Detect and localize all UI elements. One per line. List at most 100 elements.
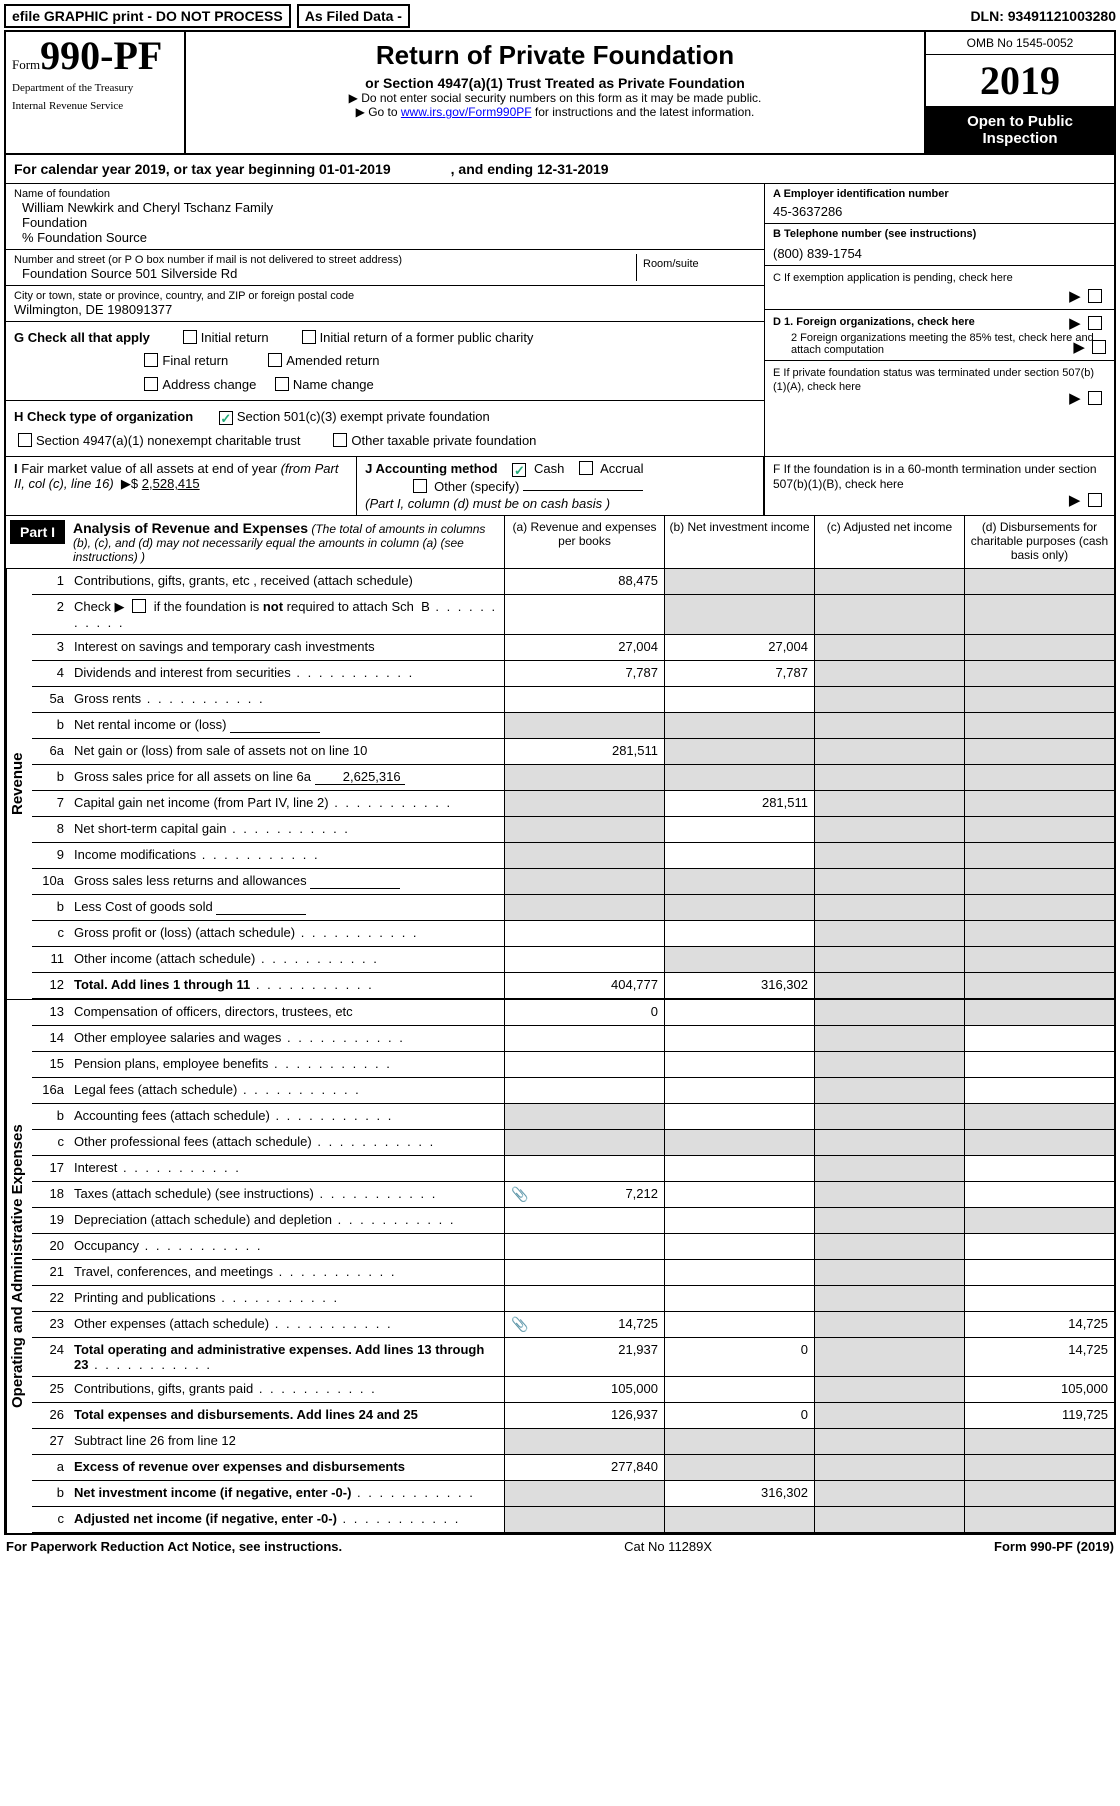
row-number: 6a [32, 739, 70, 764]
cell-a [504, 869, 664, 894]
table-row: 19Depreciation (attach schedule) and dep… [32, 1208, 1114, 1234]
cell-d [964, 1208, 1114, 1233]
cell-d [964, 843, 1114, 868]
table-row: bNet investment income (if negative, ent… [32, 1481, 1114, 1507]
cell-b: 316,302 [664, 1481, 814, 1506]
check-d1[interactable] [1088, 316, 1102, 330]
check-501c3[interactable] [219, 411, 233, 425]
cell-c [814, 1130, 964, 1155]
table-row: bGross sales price for all assets on lin… [32, 765, 1114, 791]
page-footer: For Paperwork Reduction Act Notice, see … [4, 1535, 1116, 1558]
check-initial-former[interactable] [302, 330, 316, 344]
row-number: 8 [32, 817, 70, 842]
cell-d: 105,000 [964, 1377, 1114, 1402]
row-number: c [32, 921, 70, 946]
check-initial-return[interactable] [183, 330, 197, 344]
cell-c [814, 713, 964, 738]
cell-b [664, 765, 814, 790]
row-description: Contributions, gifts, grants paid [70, 1377, 504, 1402]
check-address-change[interactable] [144, 377, 158, 391]
form-year-block: OMB No 1545-0052 2019 Open to Public Ins… [924, 32, 1114, 153]
row-description: Less Cost of goods sold [70, 895, 504, 920]
cell-d [964, 791, 1114, 816]
check-name-change[interactable] [275, 377, 289, 391]
cell-c [814, 1208, 964, 1233]
check-4947[interactable] [18, 433, 32, 447]
irs-link[interactable]: www.irs.gov/Form990PF [401, 105, 532, 119]
row-number: 19 [32, 1208, 70, 1233]
attachment-icon[interactable]: 📎 [511, 1316, 528, 1333]
row-number: 3 [32, 635, 70, 660]
row-description: Gross sales price for all assets on line… [70, 765, 504, 790]
check-d2[interactable] [1092, 340, 1106, 354]
cell-b [664, 817, 814, 842]
room-label: Room/suite [643, 258, 750, 270]
foundation-name-cell: Name of foundation William Newkirk and C… [6, 184, 764, 250]
check-c[interactable] [1088, 289, 1102, 303]
form-note-2: ▶ Go to www.irs.gov/Form990PF for instru… [194, 105, 916, 119]
cell-d [964, 921, 1114, 946]
table-row: 23Other expenses (attach schedule)📎14,72… [32, 1312, 1114, 1338]
table-row: 7Capital gain net income (from Part IV, … [32, 791, 1114, 817]
part1-desc: Analysis of Revenue and Expenses (The to… [65, 516, 504, 568]
revenue-side-label: Revenue [6, 569, 32, 999]
cell-b [664, 1078, 814, 1103]
check-final-return[interactable] [144, 353, 158, 367]
cell-c [814, 739, 964, 764]
open-inspection: Open to Public Inspection [926, 107, 1114, 153]
check-other-taxable[interactable] [333, 433, 347, 447]
row-number: 10a [32, 869, 70, 894]
check-other-acct[interactable] [413, 479, 427, 493]
table-row: 27Subtract line 26 from line 12 [32, 1429, 1114, 1455]
cell-b [664, 1182, 814, 1207]
cell-b [664, 1234, 814, 1259]
table-row: 16aLegal fees (attach schedule) [32, 1078, 1114, 1104]
check-e[interactable] [1088, 391, 1102, 405]
form-subtitle: or Section 4947(a)(1) Trust Treated as P… [194, 75, 916, 91]
cell-a [504, 1052, 664, 1077]
table-row: 17Interest [32, 1156, 1114, 1182]
cell-a: 105,000 [504, 1377, 664, 1402]
table-row: 20Occupancy [32, 1234, 1114, 1260]
row-description: Other professional fees (attach schedule… [70, 1130, 504, 1155]
row-description: Interest [70, 1156, 504, 1181]
city-cell: City or town, state or province, country… [6, 286, 764, 322]
cell-a [504, 1208, 664, 1233]
cell-b [664, 1000, 814, 1025]
check-f[interactable] [1088, 493, 1102, 507]
row-number: 13 [32, 1000, 70, 1025]
cell-c [814, 947, 964, 972]
cell-c [814, 817, 964, 842]
col-b-head: (b) Net investment income [664, 516, 814, 568]
cell-c [814, 869, 964, 894]
row-number: b [32, 895, 70, 920]
cell-c [814, 1507, 964, 1532]
row-number: 20 [32, 1234, 70, 1259]
row-number: 23 [32, 1312, 70, 1337]
row-description: Other expenses (attach schedule) [70, 1312, 504, 1337]
row-description: Legal fees (attach schedule) [70, 1078, 504, 1103]
h-checks: H Check type of organization Section 501… [6, 401, 764, 456]
cell-d [964, 1000, 1114, 1025]
ein-cell: A Employer identification number 45-3637… [765, 184, 1114, 224]
cell-b: 0 [664, 1403, 814, 1428]
col-a-head: (a) Revenue and expenses per books [504, 516, 664, 568]
cell-b: 7,787 [664, 661, 814, 686]
revenue-section: Revenue 1Contributions, gifts, grants, e… [6, 569, 1114, 999]
table-row: cAdjusted net income (if negative, enter… [32, 1507, 1114, 1533]
cell-a [504, 1234, 664, 1259]
cell-b: 316,302 [664, 973, 814, 998]
cell-c [814, 1260, 964, 1285]
row-description: Total. Add lines 1 through 11 [70, 973, 504, 998]
row-number: 9 [32, 843, 70, 868]
cell-d [964, 1104, 1114, 1129]
attachment-icon[interactable]: 📎 [511, 1186, 528, 1203]
row-number: a [32, 1455, 70, 1480]
cell-c [814, 1052, 964, 1077]
cell-a: 126,937 [504, 1403, 664, 1428]
table-row: 11Other income (attach schedule) [32, 947, 1114, 973]
check-cash[interactable] [512, 463, 526, 477]
row-description: Dividends and interest from securities [70, 661, 504, 686]
check-amended[interactable] [268, 353, 282, 367]
check-accrual[interactable] [579, 461, 593, 475]
